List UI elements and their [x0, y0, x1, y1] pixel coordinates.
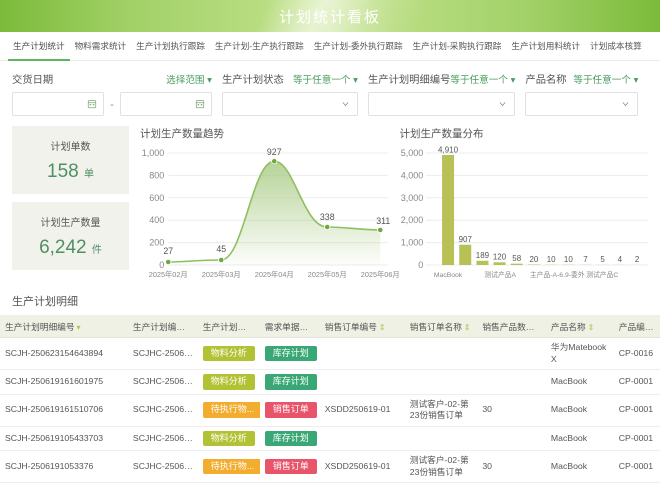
svg-text:338: 338 [320, 212, 335, 222]
svg-text:10: 10 [563, 255, 572, 264]
svg-text:测试产品A: 测试产品A [484, 270, 516, 279]
svg-text:4: 4 [617, 255, 622, 264]
svg-text:4,910: 4,910 [438, 146, 459, 155]
svg-text:600: 600 [149, 193, 164, 203]
svg-text:311: 311 [376, 216, 390, 226]
svg-text:1,000: 1,000 [400, 238, 423, 248]
svg-text:2: 2 [634, 255, 639, 264]
svg-text:800: 800 [149, 170, 164, 180]
svg-text:主产品-A-6.9-委外: 主产品-A-6.9-委外 [529, 270, 584, 279]
svg-text:2025年02月: 2025年02月 [149, 270, 188, 279]
svg-text:200: 200 [149, 238, 164, 248]
svg-text:0: 0 [159, 260, 164, 270]
svg-text:测试产品C: 测试产品C [586, 270, 618, 279]
svg-text:189: 189 [475, 251, 489, 260]
svg-text:45: 45 [216, 244, 226, 254]
svg-text:10: 10 [546, 255, 555, 264]
svg-text:4,000: 4,000 [400, 170, 423, 180]
svg-text:2025年06月: 2025年06月 [361, 270, 400, 279]
svg-text:400: 400 [149, 215, 164, 225]
svg-text:907: 907 [458, 235, 472, 244]
svg-text:MacBook: MacBook [433, 272, 462, 279]
svg-text:2025年05月: 2025年05月 [308, 270, 347, 279]
svg-text:120: 120 [492, 253, 506, 262]
svg-text:1,000: 1,000 [142, 148, 165, 158]
svg-text:20: 20 [529, 255, 538, 264]
svg-text:2,000: 2,000 [400, 215, 423, 225]
svg-text:5,000: 5,000 [400, 148, 423, 158]
svg-text:58: 58 [512, 254, 521, 263]
svg-text:0: 0 [418, 260, 423, 270]
svg-text:3,000: 3,000 [400, 193, 423, 203]
svg-text:927: 927 [267, 147, 282, 157]
svg-text:2025年03月: 2025年03月 [202, 270, 241, 279]
svg-text:2025年04月: 2025年04月 [255, 270, 294, 279]
svg-text:7: 7 [583, 255, 588, 264]
svg-text:27: 27 [163, 246, 173, 256]
svg-text:5: 5 [600, 255, 605, 264]
